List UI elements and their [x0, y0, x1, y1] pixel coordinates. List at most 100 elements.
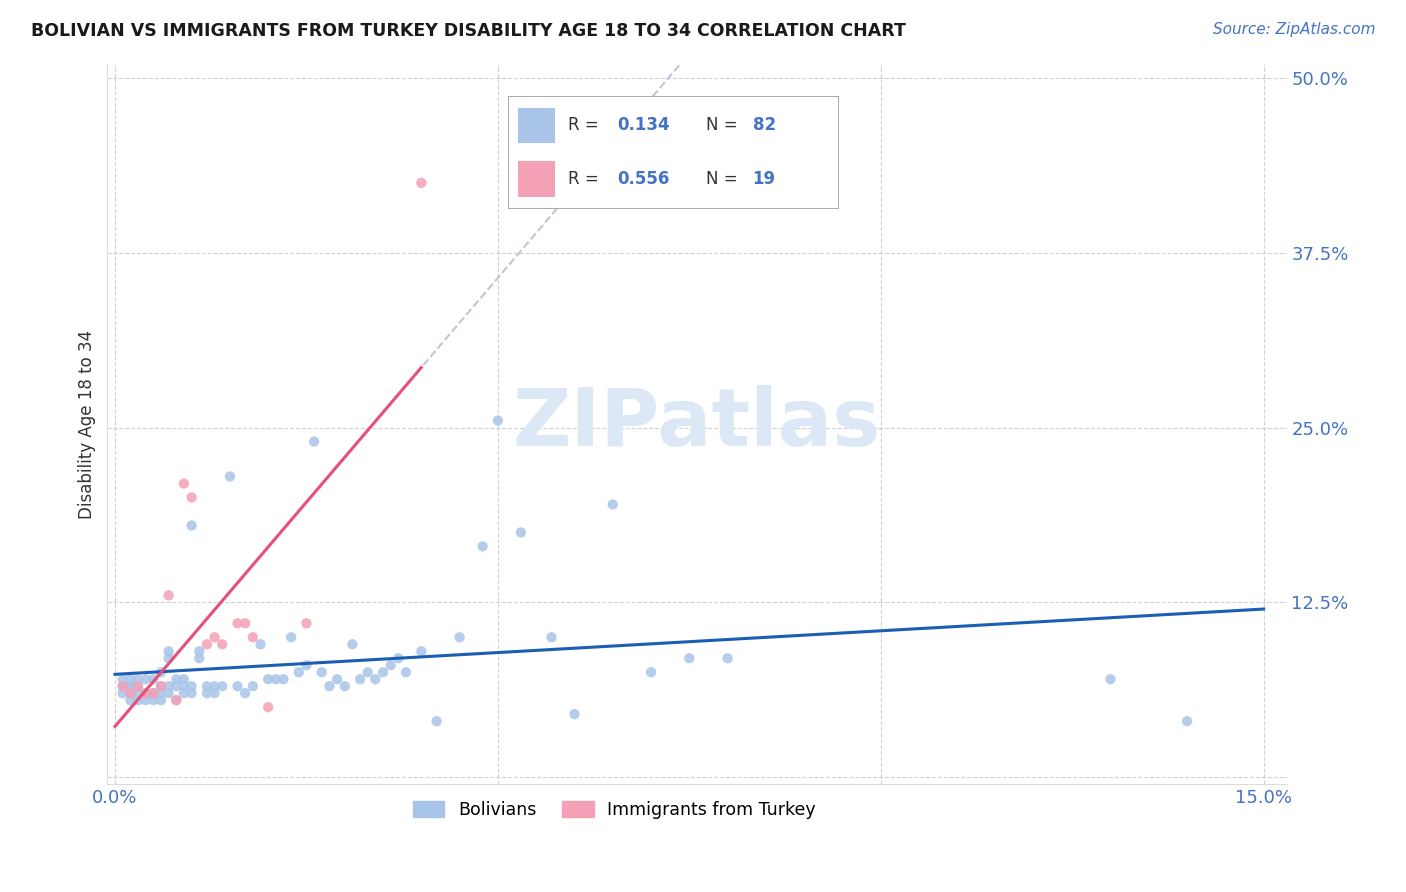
Point — [226, 616, 249, 631]
Point — [1175, 714, 1198, 728]
Point — [342, 637, 364, 651]
Point — [149, 693, 172, 707]
Point — [120, 693, 142, 707]
Point — [195, 686, 218, 700]
Point — [602, 498, 624, 512]
Point — [149, 679, 172, 693]
Point — [295, 658, 318, 673]
Point — [380, 658, 402, 673]
Point — [157, 686, 180, 700]
Point — [173, 672, 195, 686]
Point — [717, 651, 740, 665]
Point — [157, 679, 180, 693]
Point — [142, 686, 165, 700]
Point — [326, 672, 349, 686]
Point — [120, 686, 142, 700]
Point — [509, 525, 531, 540]
Point — [120, 686, 142, 700]
Point — [120, 679, 142, 693]
Point — [173, 686, 195, 700]
Point — [127, 679, 149, 693]
Point — [411, 644, 433, 658]
Point — [142, 672, 165, 686]
Point — [273, 672, 295, 686]
Point — [371, 665, 394, 680]
Point — [264, 672, 287, 686]
Point — [127, 686, 149, 700]
Point — [295, 616, 318, 631]
Point — [357, 665, 380, 680]
Point — [173, 679, 195, 693]
Point — [127, 693, 149, 707]
Point — [226, 679, 249, 693]
Point — [318, 679, 340, 693]
Point — [173, 476, 195, 491]
Point — [302, 434, 325, 449]
Point — [211, 679, 233, 693]
Point — [249, 637, 271, 651]
Point — [180, 491, 202, 505]
Point — [333, 679, 356, 693]
Point — [149, 686, 172, 700]
Text: BOLIVIAN VS IMMIGRANTS FROM TURKEY DISABILITY AGE 18 TO 34 CORRELATION CHART: BOLIVIAN VS IMMIGRANTS FROM TURKEY DISAB… — [31, 22, 905, 40]
Point — [219, 469, 242, 483]
Point — [211, 637, 233, 651]
Point — [195, 637, 218, 651]
Point — [204, 630, 226, 644]
Point — [142, 693, 165, 707]
Point — [127, 679, 149, 693]
Point — [165, 672, 187, 686]
Point — [640, 665, 662, 680]
Point — [165, 679, 187, 693]
Point — [204, 679, 226, 693]
Text: ZIPatlas: ZIPatlas — [513, 385, 882, 463]
Point — [127, 672, 149, 686]
Point — [135, 686, 157, 700]
Point — [135, 686, 157, 700]
Point — [149, 679, 172, 693]
Point — [449, 630, 471, 644]
Point — [280, 630, 302, 644]
Point — [1099, 672, 1122, 686]
Point — [120, 679, 142, 693]
Point — [204, 686, 226, 700]
Point — [242, 630, 264, 644]
Point — [540, 630, 562, 644]
Point — [111, 679, 134, 693]
Point — [678, 651, 700, 665]
Point — [135, 686, 157, 700]
Point — [242, 679, 264, 693]
Legend: Bolivians, Immigrants from Turkey: Bolivians, Immigrants from Turkey — [406, 794, 823, 826]
Point — [188, 644, 211, 658]
Point — [564, 707, 586, 722]
Text: Source: ZipAtlas.com: Source: ZipAtlas.com — [1212, 22, 1375, 37]
Point — [142, 686, 165, 700]
Point — [157, 651, 180, 665]
Point — [288, 665, 311, 680]
Point — [111, 686, 134, 700]
Point — [311, 665, 333, 680]
Point — [486, 413, 509, 427]
Point — [349, 672, 371, 686]
Point — [180, 686, 202, 700]
Point — [165, 693, 187, 707]
Point — [471, 540, 494, 554]
Point — [180, 518, 202, 533]
Point — [387, 651, 409, 665]
Point — [364, 672, 387, 686]
Point — [135, 672, 157, 686]
Point — [111, 672, 134, 686]
Y-axis label: Disability Age 18 to 34: Disability Age 18 to 34 — [79, 329, 96, 518]
Point — [411, 176, 433, 190]
Point — [157, 588, 180, 602]
Point — [111, 679, 134, 693]
Point — [149, 665, 172, 680]
Point — [165, 693, 187, 707]
Point — [195, 679, 218, 693]
Point — [180, 679, 202, 693]
Point — [257, 672, 280, 686]
Point — [395, 665, 418, 680]
Point — [120, 672, 142, 686]
Point — [426, 714, 449, 728]
Point — [135, 693, 157, 707]
